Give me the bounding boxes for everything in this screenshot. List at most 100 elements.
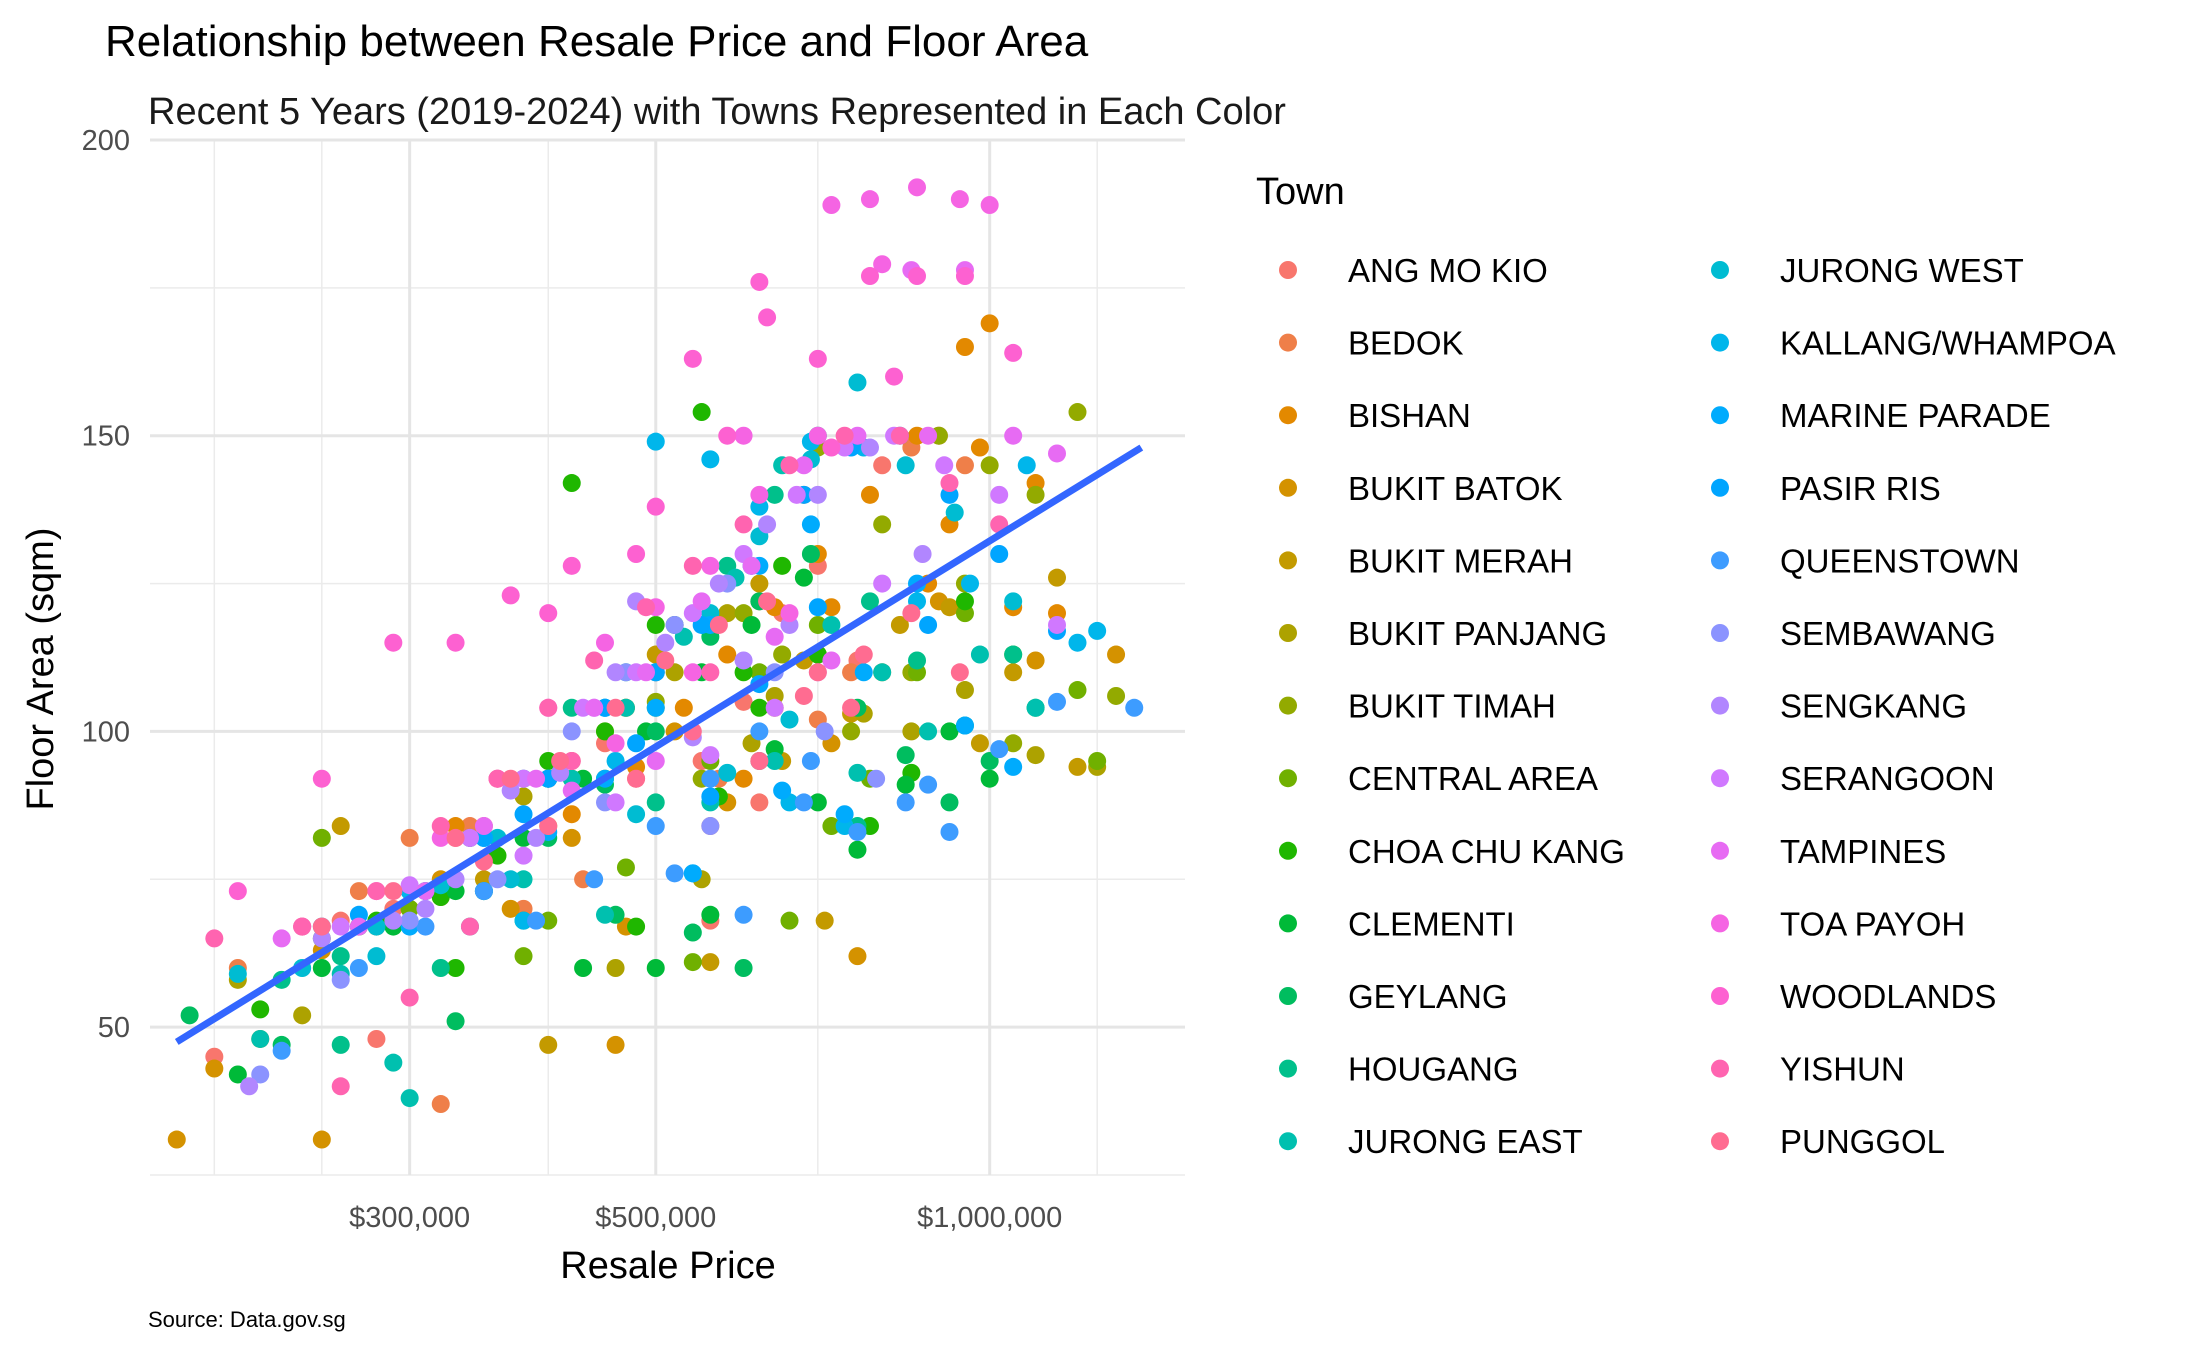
- data-point: [1026, 698, 1045, 717]
- legend: Town ANG MO KIO BEDOK BISHAN BUKIT BATOK BUK…: [1256, 171, 2116, 1160]
- legend-label: QUEENSTOWN: [1780, 542, 2020, 579]
- legend-label: PUNGGOL: [1780, 1123, 1945, 1160]
- data-point: [955, 716, 974, 735]
- data-point: [873, 255, 892, 274]
- data-point: [1068, 633, 1087, 652]
- data-point: [896, 775, 915, 794]
- data-point: [919, 615, 938, 634]
- chart-title: Relationship between Resale Price and Fl…: [105, 17, 1089, 66]
- data-point: [734, 426, 753, 445]
- data-point: [750, 698, 769, 717]
- data-point: [683, 953, 702, 972]
- x-tick-label: $500,000: [595, 1202, 716, 1234]
- legend-label: KALLANG/WHAMPOA: [1780, 325, 2116, 362]
- data-point: [940, 793, 959, 812]
- data-point: [637, 663, 656, 682]
- data-point: [765, 752, 784, 770]
- legend-key: [1279, 696, 1297, 715]
- data-point: [331, 970, 350, 989]
- data-point: [384, 911, 403, 930]
- data-point: [416, 899, 435, 918]
- data-point: [293, 1006, 312, 1025]
- data-point: [1107, 645, 1126, 664]
- data-point: [646, 793, 665, 812]
- data-point: [683, 556, 702, 575]
- data-point: [902, 604, 921, 623]
- data-point: [595, 633, 614, 652]
- legend-key: [1711, 987, 1729, 1005]
- data-point: [446, 633, 465, 652]
- data-point: [1004, 645, 1023, 664]
- x-tick-label: $1,000,000: [917, 1202, 1062, 1234]
- data-point: [665, 864, 684, 883]
- data-point: [854, 645, 873, 664]
- data-point: [801, 752, 820, 770]
- data-point: [860, 438, 879, 457]
- data-point: [527, 828, 546, 847]
- x-tick-label: $300,000: [349, 1202, 470, 1234]
- data-point: [446, 828, 465, 847]
- data-point: [902, 722, 921, 741]
- data-point: [400, 828, 419, 847]
- data-point: [539, 1035, 558, 1054]
- legend-key: [1279, 406, 1297, 425]
- data-point: [873, 515, 892, 534]
- data-point: [860, 267, 879, 286]
- legend-key: [1279, 478, 1297, 497]
- data-point: [794, 686, 813, 705]
- data-point: [205, 1059, 224, 1078]
- data-point: [331, 1077, 350, 1096]
- data-point: [416, 917, 435, 936]
- data-point: [646, 698, 665, 717]
- data-point: [765, 698, 784, 717]
- data-point: [1026, 746, 1045, 765]
- legend-label: GEYLANG: [1348, 978, 1508, 1015]
- data-point: [562, 556, 581, 575]
- data-point: [460, 828, 479, 847]
- data-point: [551, 752, 570, 770]
- data-point: [848, 373, 867, 392]
- axis-ticks: 50 100 150 200 $300,000 $500,000 $1,000,000: [82, 125, 1063, 1234]
- data-point: [848, 840, 867, 859]
- legend-key: [1711, 914, 1729, 933]
- data-point: [400, 911, 419, 930]
- data-point: [701, 663, 720, 682]
- data-point: [794, 793, 813, 812]
- data-point: [718, 645, 737, 664]
- legend-label: TAMPINES: [1780, 833, 1946, 870]
- legend-label: CENTRAL AREA: [1348, 760, 1598, 797]
- data-point: [384, 633, 403, 652]
- legend-key: [1279, 261, 1297, 279]
- data-point: [331, 917, 350, 936]
- data-point: [349, 882, 368, 901]
- data-point: [1004, 592, 1023, 611]
- data-point: [758, 515, 777, 534]
- data-point: [990, 485, 1009, 504]
- data-point: [822, 817, 841, 836]
- data-point: [750, 485, 769, 504]
- data-point: [808, 615, 827, 634]
- data-point: [228, 882, 247, 901]
- data-point: [627, 805, 646, 824]
- data-point: [562, 828, 581, 847]
- data-point: [815, 911, 834, 930]
- data-point: [606, 698, 625, 717]
- legend-label: SERANGOON: [1780, 760, 1995, 797]
- data-point: [446, 1012, 465, 1031]
- data-point: [980, 196, 999, 215]
- data-point: [446, 959, 465, 977]
- data-point: [514, 805, 533, 824]
- data-point: [873, 574, 892, 593]
- data-point: [656, 633, 675, 652]
- data-point: [606, 1035, 625, 1054]
- data-point: [527, 769, 546, 788]
- data-point: [616, 858, 635, 877]
- legend-key: [1711, 624, 1729, 642]
- y-axis-title: Floor Area (sqm): [20, 528, 62, 811]
- data-point: [854, 663, 873, 682]
- data-point: [585, 870, 604, 889]
- data-point: [842, 698, 861, 717]
- data-point: [400, 1089, 419, 1108]
- data-point: [683, 923, 702, 942]
